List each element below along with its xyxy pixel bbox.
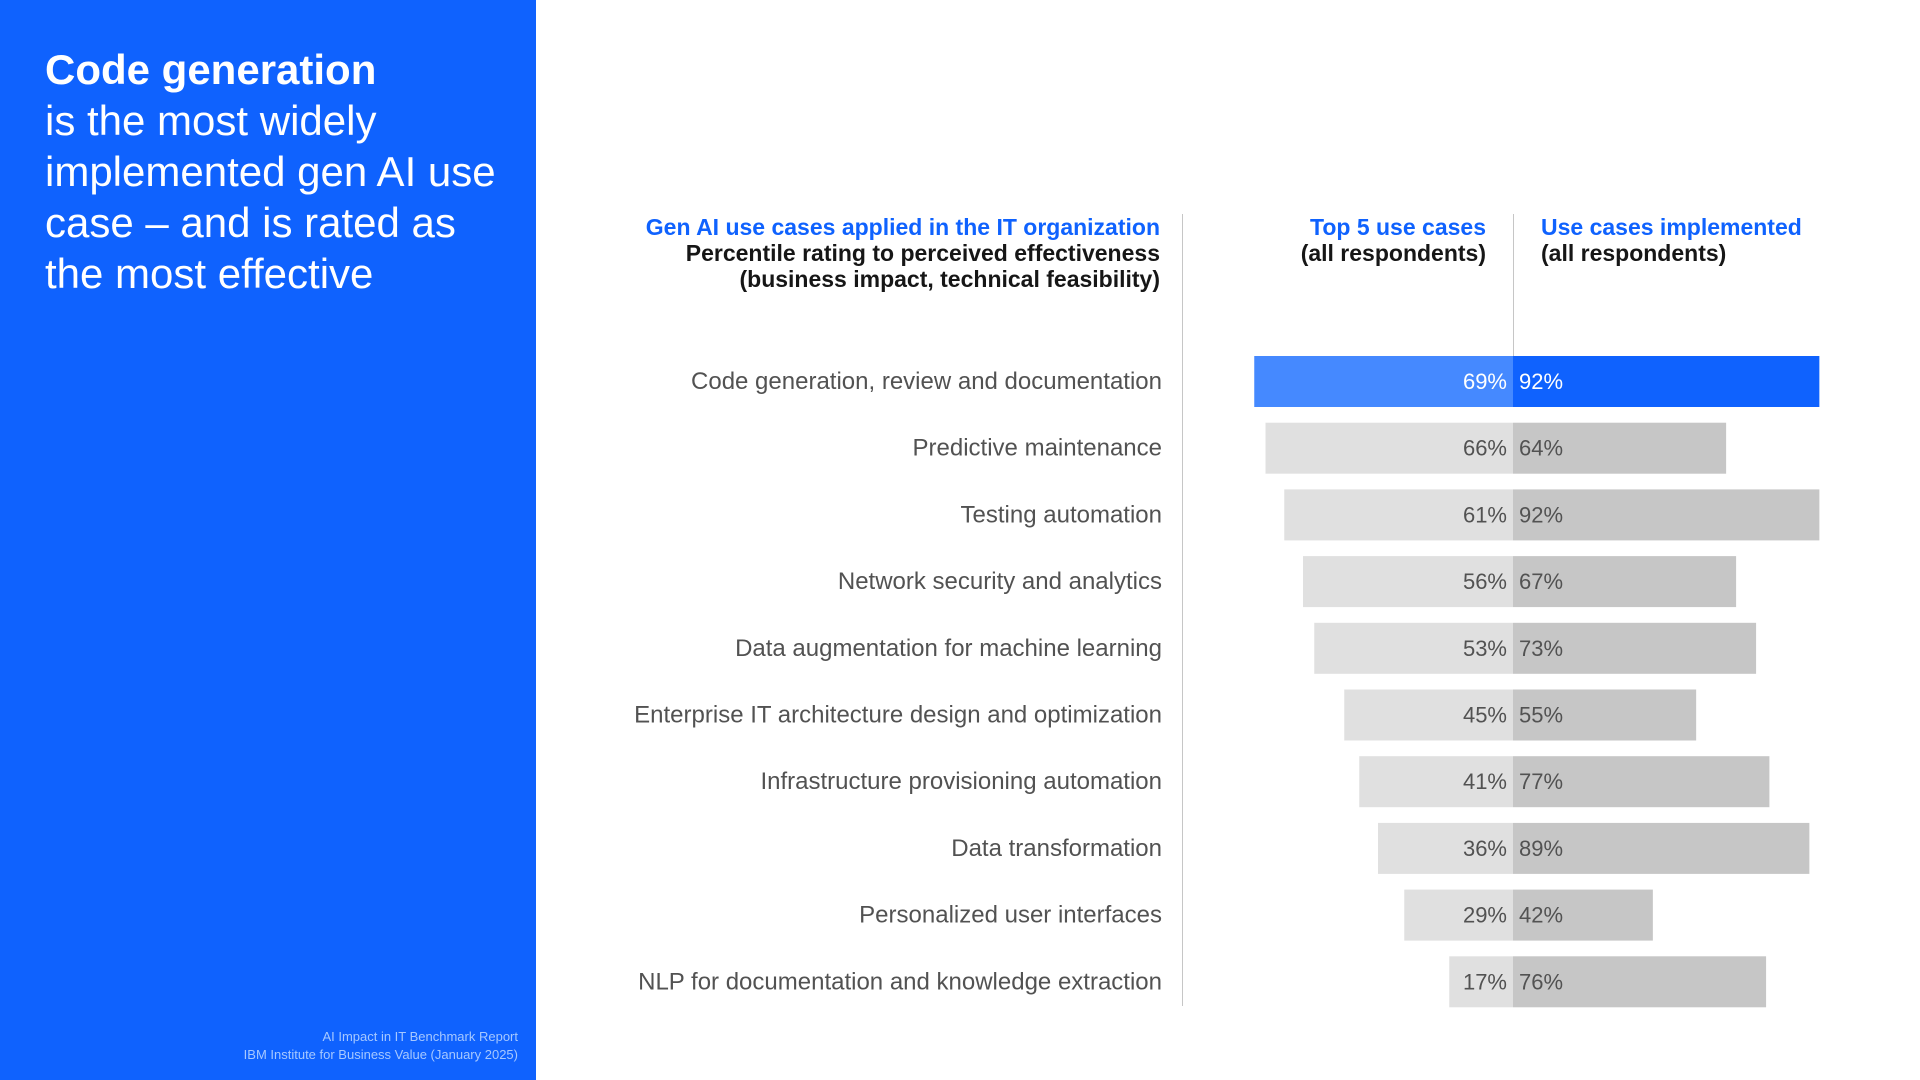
category-label-1: Predictive maintenance — [913, 435, 1162, 462]
category-label-7: Data transformation — [951, 835, 1162, 862]
bar-top5-7 — [1378, 822, 1513, 874]
headline: Code generation is the most widely imple… — [45, 44, 515, 299]
bar-top5-0 — [1254, 356, 1513, 407]
source-line-1: AI Impact in IT Benchmark Report — [322, 1029, 518, 1044]
category-label-9: NLP for documentation and knowledge extr… — [638, 968, 1162, 995]
legend-top5: Top 5 use cases (all respondents) — [1180, 214, 1486, 266]
value-label-top5-1: 66% — [1463, 436, 1507, 461]
bar-implemented-8 — [1513, 889, 1653, 941]
value-label-top5-3: 56% — [1463, 569, 1507, 594]
category-label-3: Network security and analytics — [838, 568, 1162, 595]
divider-line-axis — [1513, 214, 1514, 364]
value-label-top5-6: 41% — [1463, 769, 1507, 794]
bar-implemented-6 — [1513, 756, 1770, 808]
category-label-2: Testing automation — [961, 501, 1162, 528]
category-label-8: Personalized user interfaces — [859, 902, 1162, 929]
value-label-implemented-6: 77% — [1519, 769, 1563, 794]
value-label-implemented-1: 64% — [1519, 436, 1563, 461]
headline-bold: Code generation — [45, 46, 377, 93]
value-label-top5-8: 29% — [1463, 903, 1507, 928]
bar-top5-5 — [1344, 689, 1513, 741]
bar-top5-1 — [1265, 422, 1513, 474]
bar-implemented-5 — [1513, 689, 1697, 741]
value-label-top5-5: 45% — [1463, 703, 1507, 728]
bar-top5-6 — [1359, 756, 1513, 808]
category-label-4: Data augmentation for machine learning — [735, 635, 1162, 662]
value-label-top5-4: 53% — [1463, 636, 1507, 661]
value-label-implemented-8: 42% — [1519, 903, 1563, 928]
sidebar-panel: Code generation is the most widely imple… — [0, 0, 536, 1080]
value-label-top5-2: 61% — [1463, 502, 1507, 527]
value-label-implemented-0: 92% — [1519, 369, 1563, 394]
headline-rest: is the most widely implemented gen AI us… — [45, 97, 496, 297]
legend-implemented-title: Use cases implemented — [1541, 214, 1802, 240]
bar-top5-3 — [1303, 556, 1513, 608]
legend-left-line-2: Percentile rating to perceived effective… — [685, 240, 1160, 266]
legend-left: Gen AI use cases applied in the IT organ… — [560, 214, 1160, 292]
legend-implemented-sub: (all respondents) — [1541, 240, 1727, 266]
legend-implemented: Use cases implemented (all respondents) — [1541, 214, 1871, 266]
category-label-0: Code generation, review and documentatio… — [691, 368, 1162, 395]
source-line-2: IBM Institute for Business Value (Januar… — [243, 1047, 518, 1062]
bar-implemented-7 — [1513, 822, 1810, 874]
value-label-top5-0: 69% — [1463, 369, 1507, 394]
value-label-top5-9: 17% — [1463, 969, 1507, 994]
bar-top5-9 — [1449, 956, 1513, 1008]
value-label-implemented-7: 89% — [1519, 836, 1563, 861]
value-label-top5-7: 36% — [1463, 836, 1507, 861]
value-label-implemented-2: 92% — [1519, 502, 1563, 527]
value-label-implemented-3: 67% — [1519, 569, 1563, 594]
bar-implemented-9 — [1513, 956, 1767, 1008]
legend-left-title: Gen AI use cases applied in the IT organ… — [645, 214, 1160, 240]
bar-implemented-4 — [1513, 622, 1757, 674]
value-label-implemented-5: 55% — [1519, 703, 1563, 728]
value-label-implemented-4: 73% — [1519, 636, 1563, 661]
bar-top5-4 — [1314, 622, 1513, 674]
bar-implemented-3 — [1513, 556, 1737, 608]
legend-left-line-3: (business impact, technical feasibility) — [739, 266, 1160, 292]
legend-top5-title: Top 5 use cases — [1310, 214, 1486, 240]
category-label-6: Infrastructure provisioning automation — [760, 768, 1162, 795]
legend-top5-sub: (all respondents) — [1300, 240, 1486, 266]
bar-implemented-2 — [1513, 489, 1820, 541]
bar-top5-8 — [1404, 889, 1513, 941]
value-label-implemented-9: 76% — [1519, 969, 1563, 994]
bar-implemented-0 — [1513, 356, 1820, 407]
bar-implemented-1 — [1513, 422, 1727, 474]
category-label-5: Enterprise IT architecture design and op… — [634, 702, 1162, 729]
divider-line-labels — [1182, 214, 1183, 1006]
source-note: AI Impact in IT Benchmark Report IBM Ins… — [244, 1028, 518, 1064]
bar-top5-2 — [1284, 489, 1513, 541]
